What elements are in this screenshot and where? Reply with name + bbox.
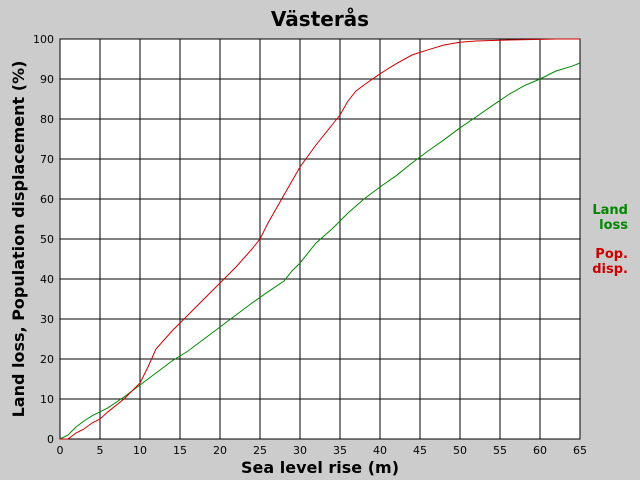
- legend-entry-1: Land: [592, 203, 628, 218]
- x-axis-ticks: 0 5 10 15 20 25 30 35 40 45 50 55 60 65: [57, 444, 588, 457]
- x-tick-label: 30: [293, 444, 307, 457]
- x-tick-label: 15: [173, 444, 187, 457]
- x-tick-label: 10: [133, 444, 147, 457]
- legend-entry-2: Pop.: [595, 247, 628, 262]
- x-tick-label: 25: [253, 444, 267, 457]
- legend-entry-2: disp.: [592, 262, 628, 277]
- y-axis-ticks: 0 10 20 30 40 50 60 70 80 90 100: [33, 33, 54, 446]
- x-tick-label: 45: [413, 444, 427, 457]
- x-tick-label: 5: [97, 444, 104, 457]
- legend-entry-1: loss: [599, 218, 628, 233]
- y-tick-label: 10: [40, 393, 54, 406]
- x-tick-label: 60: [533, 444, 547, 457]
- x-tick-label: 35: [333, 444, 347, 457]
- y-tick-label: 70: [40, 153, 54, 166]
- y-tick-label: 80: [40, 113, 54, 126]
- x-tick-label: 20: [213, 444, 227, 457]
- y-tick-label: 20: [40, 353, 54, 366]
- y-tick-label: 100: [33, 33, 54, 46]
- y-tick-label: 60: [40, 193, 54, 206]
- y-tick-label: 90: [40, 73, 54, 86]
- chart-title: Västerås: [271, 7, 369, 31]
- x-tick-label: 40: [373, 444, 387, 457]
- y-tick-label: 40: [40, 273, 54, 286]
- y-tick-label: 0: [47, 433, 54, 446]
- y-axis-label: Land loss, Population displacement (%): [9, 61, 28, 418]
- x-tick-label: 50: [453, 444, 467, 457]
- x-tick-label: 65: [573, 444, 587, 457]
- y-tick-label: 50: [40, 233, 54, 246]
- x-axis-label: Sea level rise (m): [241, 458, 399, 477]
- y-tick-label: 30: [40, 313, 54, 326]
- x-tick-label: 55: [493, 444, 507, 457]
- x-tick-label: 0: [57, 444, 64, 457]
